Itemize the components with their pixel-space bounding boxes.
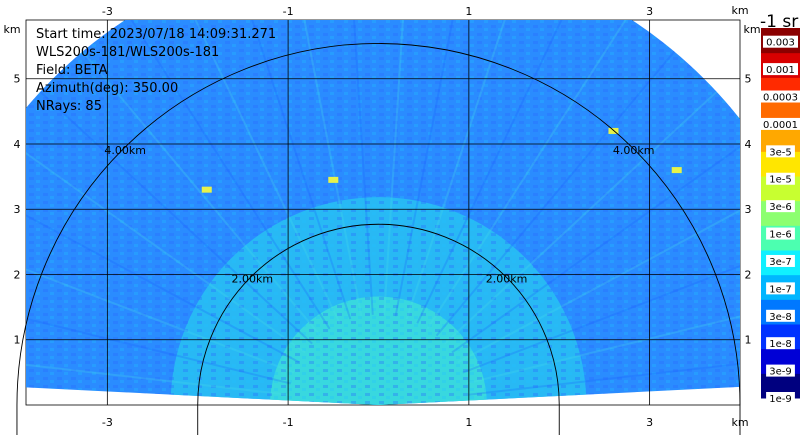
colorbar-tick-label: 1e-5 [769,175,792,186]
colorbar-label-bg [766,282,795,295]
x-tick-label-top: -3 [102,5,113,18]
y-tick-label-left: 4 [14,138,21,151]
radial-streak [394,20,454,317]
y-tick-label-right: 2 [745,268,752,281]
y-tick-label-right: 1 [745,334,752,347]
colorbar-label-bg [766,172,795,185]
radial-streak [426,20,627,330]
colorbar-tick-label: 0.0001 [763,120,798,131]
range-ring [16,43,741,406]
ppi-sector [26,20,740,405]
colorbar-tick-label: 1e-8 [769,339,792,350]
gridlines [26,20,740,405]
colorbar-label-bg [759,117,800,130]
radial-streak [405,20,506,320]
colorbar-label-bg [763,35,798,48]
y-unit-label-right: km [743,23,760,36]
colorbar-tick-label: 3e-5 [769,147,792,158]
radial-streak [303,20,363,317]
x-tick-label-bottom: 3 [646,416,653,429]
radial-streak [26,363,289,396]
radial-streak [81,50,322,337]
colorbar-label-bg [766,200,795,213]
radial-streak [462,265,740,374]
colorbar-label-bg [766,337,795,350]
range-ring-label: 4.00km [104,144,146,157]
start-time-text: Start time: 2023/07/18 14:09:31.271 [36,27,276,42]
info-text-block: Start time: 2023/07/18 14:09:31.271 WLS2… [36,27,276,114]
field-text: Field: BETA [36,63,108,78]
colorbar-label-bg [763,63,798,76]
high-return-spot [201,186,212,193]
azimuth-text: Azimuth(deg): 350.00 [36,81,178,96]
colorbar-tick-label: 1e-7 [769,284,792,295]
y-unit-label-left: km [3,23,20,36]
range-rings: 2.00km 2.00km 4.00km 4.00km [16,43,741,435]
colorbar-unit-label: -1 sr [760,12,798,32]
radial-streak [435,50,676,337]
radial-streak [451,145,740,354]
colorbar-label-bg [766,145,795,158]
radial-streak [26,268,295,374]
radial-streak [130,20,331,330]
radial-streak [383,20,404,315]
radial-streak [251,20,352,320]
radial-streak [353,20,374,315]
y-tick-label-right: 4 [745,138,752,151]
colorbar-label-bg [766,254,795,267]
x-tick-label-top: 3 [646,5,653,18]
colorbar-tick-label: 0.003 [766,38,795,49]
colorbar-tick-label: 3e-6 [769,202,792,213]
x-tick-label-top: 1 [465,5,472,18]
colorbar-tick-label: 1e-9 [769,394,792,405]
y-tick-label-left: 5 [14,73,21,86]
x-tick-label-bottom: 1 [465,416,472,429]
y-tick-label-left: 1 [14,334,21,347]
y-tick-label-left: 2 [14,268,21,281]
high-return-spots [201,127,682,193]
colorbar-tick-label: 3e-7 [769,257,792,268]
range-ring-label: 2.00km [231,272,273,285]
colorbar-label-bg [766,392,795,404]
x-tick-label-bottom: -3 [102,416,113,429]
range-ring-label: 4.00km [613,144,655,157]
axis-ticks: -3 -3 -1 -1 1 1 3 3 1 1 2 2 3 3 4 4 5 5 km km km km [3,4,760,429]
instrument-text: WLS200s-181/WLS200s-181 [36,45,219,60]
colorbar-label-bg [766,227,795,240]
y-tick-label-right: 3 [745,203,752,216]
colorbar-label-bg [759,90,800,103]
colorbar: 1e-9 3e-9 1e-8 3e-8 1e-7 3e-7 1e-6 3e-6 1e-5 3e-5… [759,28,800,405]
nrays-text: NRays: 85 [36,99,102,114]
colorbar-tick-label: 3e-9 [769,367,792,378]
x-tick-label-bottom: -1 [283,416,294,429]
x-tick-label-top: -1 [283,5,294,18]
colorbar-tick-label: 1e-6 [769,230,792,241]
radial-streak [194,20,341,324]
colorbar-tick-label: 0.001 [766,65,795,76]
radial-streak [26,151,306,354]
colorbar-tick-label: 0.0003 [763,93,798,104]
y-tick-label-left: 3 [14,203,21,216]
high-return-spot [328,176,339,183]
y-tick-label-right: 5 [745,73,752,86]
colorbar-tick-label: 3e-8 [769,312,792,323]
colorbar-label-bg [766,364,795,377]
radial-streak [468,362,740,396]
high-return-spot [671,167,682,174]
x-unit-label-bottom: km [731,416,748,429]
range-ring-label: 2.00km [486,273,528,286]
radial-streak [444,91,718,345]
radial-streak [39,91,313,345]
range-ring [197,223,560,406]
colorbar-label-bg [766,309,795,322]
high-return-spot [608,127,619,134]
radial-streak [416,20,563,324]
x-unit-label-top: km [731,4,748,17]
sector-texture [26,20,740,405]
